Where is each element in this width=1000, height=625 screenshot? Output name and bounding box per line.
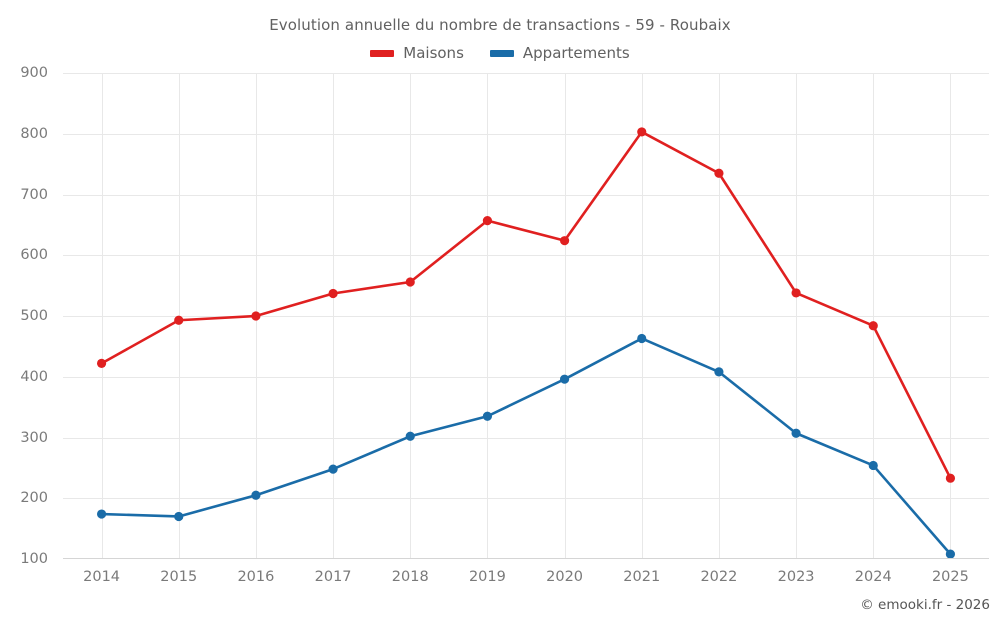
- y-axis-tick-label: 500: [20, 308, 48, 324]
- series-lines: [96, 127, 956, 559]
- legend-swatch-icon: [489, 49, 514, 57]
- legend-label: Appartements: [522, 44, 630, 62]
- data-point-marker[interactable]: [868, 321, 878, 331]
- x-axis-tick-label: 2023: [777, 569, 815, 585]
- data-point-marker[interactable]: [328, 464, 338, 474]
- data-point-marker[interactable]: [945, 549, 956, 559]
- data-point-marker[interactable]: [328, 288, 338, 299]
- y-axis-tick-label: 900: [20, 65, 48, 81]
- data-point-marker[interactable]: [174, 315, 184, 325]
- gridline-horizontal: [63, 255, 989, 257]
- x-axis-tick-label: 2018: [391, 569, 429, 585]
- data-point-marker[interactable]: [251, 311, 261, 321]
- y-axis-tick-label: 200: [20, 490, 48, 507]
- x-axis-labels: 2014 2015 2016 2017 2018 2019 2020 2021 2022 2023…: [63, 563, 989, 593]
- series-maisons: [96, 127, 956, 483]
- plot-area: [63, 73, 989, 559]
- data-point-marker[interactable]: [791, 288, 801, 298]
- y-axis-tick-label: 300: [20, 429, 48, 446]
- y-axis-labels: 900 800 700 600 500 400 300 200 100: [0, 65, 48, 567]
- gridline-horizontal: [63, 498, 989, 500]
- y-axis-tick-label: 800: [20, 125, 48, 142]
- chart-title: Evolution annuelle du nombre de transact…: [269, 16, 731, 34]
- gridline-horizontal: [63, 73, 989, 74]
- legend-swatch-icon: [370, 49, 395, 57]
- x-axis-tick-label: 2025: [931, 569, 969, 585]
- legend-item-maisons[interactable]: Maisons: [370, 44, 464, 62]
- series-appartements: [96, 333, 956, 559]
- gridline-horizontal: [63, 376, 989, 378]
- data-point-marker[interactable]: [791, 428, 801, 438]
- gridline-horizontal: [63, 194, 989, 196]
- x-axis-tick-label: 2017: [314, 569, 352, 585]
- gridline-horizontal: [63, 316, 989, 317]
- credit-text: © emooki.fr - 2026: [860, 597, 990, 613]
- data-point-marker[interactable]: [405, 431, 415, 441]
- data-point-marker[interactable]: [96, 509, 107, 519]
- data-point-marker[interactable]: [559, 374, 570, 384]
- data-point-marker[interactable]: [945, 473, 956, 483]
- x-axis-tick-label: 2019: [468, 569, 506, 585]
- x-axis-tick-label: 2022: [700, 569, 738, 585]
- x-axis-baseline: [63, 558, 989, 559]
- data-point-marker[interactable]: [174, 511, 184, 522]
- data-point-marker[interactable]: [405, 277, 415, 287]
- y-axis-tick-label: 700: [20, 186, 48, 203]
- x-axis-tick-label: 2020: [546, 569, 584, 585]
- gridline-horizontal: [63, 133, 989, 135]
- series-line: [100, 130, 952, 480]
- legend-item-appartements[interactable]: Appartements: [489, 44, 630, 62]
- series-line: [100, 337, 952, 556]
- x-axis-tick-label: 2016: [237, 569, 275, 585]
- y-axis-tick-label: 100: [20, 551, 48, 567]
- data-point-marker[interactable]: [559, 236, 570, 246]
- chart-legend: Maisons Appartements: [0, 44, 1000, 62]
- data-point-marker[interactable]: [637, 333, 647, 344]
- data-point-marker[interactable]: [482, 216, 493, 226]
- legend-label: Maisons: [403, 44, 464, 62]
- data-point-marker[interactable]: [714, 367, 724, 377]
- x-axis-tick-label: 2015: [160, 569, 198, 585]
- data-point-marker[interactable]: [714, 168, 724, 178]
- data-point-marker[interactable]: [96, 358, 107, 368]
- y-axis-tick-label: 400: [20, 368, 48, 385]
- x-axis-tick-label: 2024: [854, 569, 892, 585]
- x-axis-tick-label: 2014: [83, 569, 121, 585]
- gridline-horizontal: [63, 437, 989, 439]
- data-point-marker[interactable]: [251, 490, 261, 500]
- x-axis-tick-label: 2021: [623, 569, 661, 585]
- y-axis-tick-label: 600: [20, 247, 48, 264]
- data-point-marker[interactable]: [637, 127, 647, 137]
- data-point-marker[interactable]: [482, 411, 493, 421]
- data-point-marker[interactable]: [868, 460, 878, 471]
